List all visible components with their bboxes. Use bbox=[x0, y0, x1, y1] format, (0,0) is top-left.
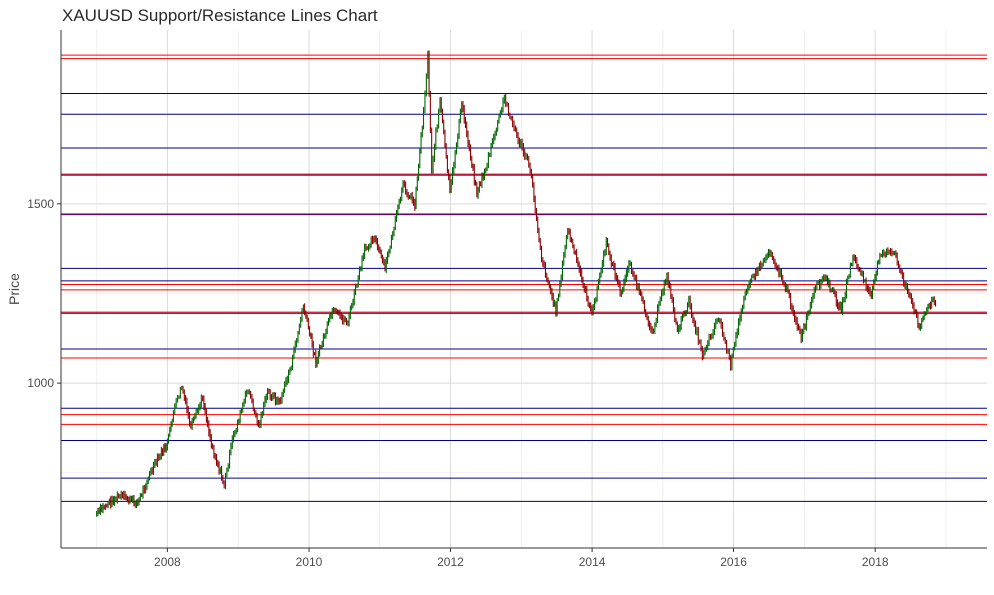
x-tick-label: 2008 bbox=[154, 555, 181, 569]
y-tick-label: 1500 bbox=[27, 197, 54, 211]
x-tick-label: 2010 bbox=[296, 555, 323, 569]
price-series bbox=[96, 50, 937, 517]
x-tick-label: 2014 bbox=[579, 555, 606, 569]
y-axis-label: Price bbox=[6, 273, 22, 305]
x-tick-label: 2018 bbox=[862, 555, 889, 569]
y-tick-label: 1000 bbox=[27, 376, 54, 390]
x-tick-label: 2016 bbox=[720, 555, 747, 569]
axes: 2008 2010 2012 2014 2016 2018 1000 1500 bbox=[27, 30, 987, 569]
plot-background bbox=[61, 30, 987, 548]
x-tick-label: 2012 bbox=[437, 555, 464, 569]
chart-title: XAUUSD Support/Resistance Lines Chart bbox=[62, 6, 378, 25]
support-lines bbox=[61, 92, 987, 502]
resistance-lines bbox=[61, 54, 987, 425]
